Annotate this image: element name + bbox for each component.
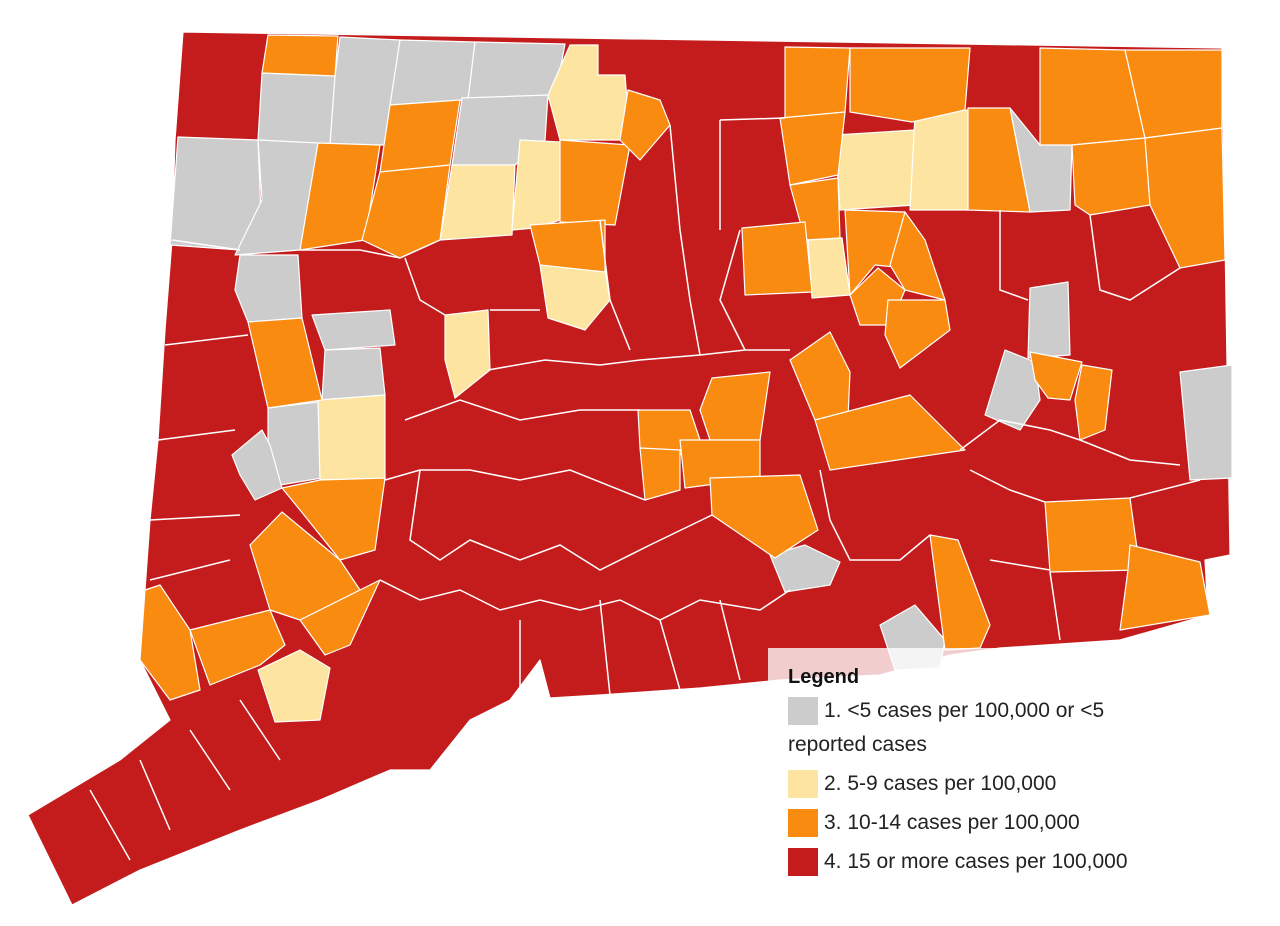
town-region xyxy=(139,584,201,701)
town-region xyxy=(709,474,819,559)
town-region xyxy=(389,39,476,106)
town-region xyxy=(559,139,631,226)
town-region xyxy=(511,139,561,231)
town-region xyxy=(257,72,336,146)
town-region xyxy=(257,649,331,723)
legend-item-cat1: 1. <5 cases per 100,000 or <5 reported c… xyxy=(788,697,1156,762)
town-region xyxy=(321,347,386,401)
town-region xyxy=(1029,351,1083,401)
legend-item-cat2: 2. 5-9 cases per 100,000 xyxy=(788,770,1156,801)
town-region xyxy=(267,401,323,486)
town-region xyxy=(741,221,813,296)
town-region xyxy=(814,394,966,471)
town-region xyxy=(884,299,951,369)
town-region xyxy=(189,609,286,686)
legend-title: Legend xyxy=(788,666,860,688)
town-region xyxy=(779,111,846,186)
legend-label-continuation: reported cases xyxy=(788,733,927,756)
town-region xyxy=(1144,127,1226,269)
town-region xyxy=(789,331,851,421)
town-region xyxy=(444,309,491,399)
legend-label: 3. 10-14 cases per 100,000 xyxy=(824,811,1080,834)
town-region xyxy=(889,211,946,301)
town-region xyxy=(1074,364,1113,441)
town-region xyxy=(1179,364,1233,481)
town-region xyxy=(1119,544,1211,631)
town-region xyxy=(619,89,671,161)
town-region xyxy=(234,254,303,323)
town-region xyxy=(299,579,381,656)
legend-swatch xyxy=(788,848,818,876)
town-region xyxy=(247,317,323,409)
town-region xyxy=(317,394,386,481)
town-region xyxy=(1071,137,1151,216)
town-region xyxy=(379,99,461,173)
town-region xyxy=(1027,281,1071,359)
town-region xyxy=(639,447,681,501)
town-region xyxy=(529,219,606,273)
town-region xyxy=(929,534,991,651)
legend-label-wrapper: 1. <5 cases per 100,000 or <5 reported c… xyxy=(788,694,1105,762)
town-region xyxy=(984,349,1041,431)
legend-swatch xyxy=(788,809,818,837)
legend-item-cat4: 4. 15 or more cases per 100,000 xyxy=(788,848,1156,879)
legend-swatch xyxy=(788,697,818,725)
town-region xyxy=(909,109,969,211)
town-region xyxy=(439,164,516,241)
town-region xyxy=(1044,497,1141,573)
town-region xyxy=(281,477,386,561)
legend-items: 1. <5 cases per 100,000 or <5 reported c… xyxy=(788,697,1156,879)
legend-label: 1. <5 cases per 100,000 or <5 xyxy=(824,699,1105,722)
legend-label: 4. 15 or more cases per 100,000 xyxy=(824,850,1128,873)
town-region xyxy=(849,47,971,123)
town-region xyxy=(311,309,396,351)
town-region xyxy=(769,544,841,593)
legend-item-cat3: 3. 10-14 cases per 100,000 xyxy=(788,809,1156,840)
town-region xyxy=(261,34,339,77)
town-region xyxy=(834,129,916,211)
legend: Legend 1. <5 cases per 100,000 or <5 rep… xyxy=(768,648,1168,895)
boundary-line xyxy=(89,117,1201,861)
town-region xyxy=(967,107,1031,213)
town-region xyxy=(699,371,771,441)
legend-swatch xyxy=(788,770,818,798)
town-region xyxy=(807,237,851,299)
legend-label: 2. 5-9 cases per 100,000 xyxy=(824,772,1057,795)
town-region xyxy=(784,46,851,119)
